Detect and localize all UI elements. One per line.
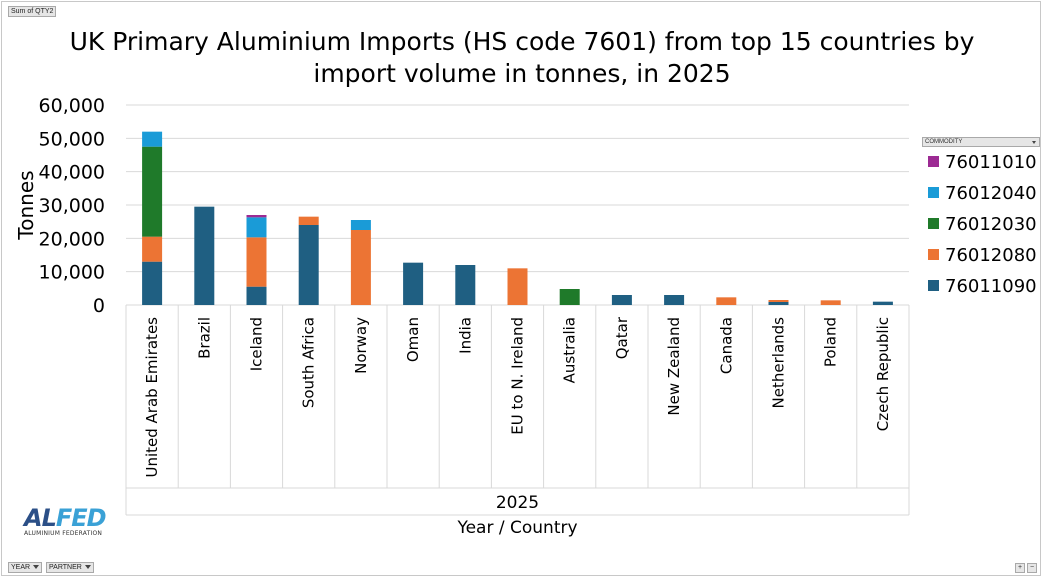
legend-label: 76011010: [945, 152, 1037, 173]
x-tick-label: United Arab Emirates: [143, 317, 161, 478]
logo-subtitle: ALUMINIUM FEDERATION: [24, 530, 103, 537]
legend-item-76011090: 76011090: [928, 276, 1037, 298]
y-axis-label: Tonnes: [14, 170, 38, 240]
bar-76011090: [246, 286, 267, 305]
bar-76011090: [872, 301, 893, 305]
alfed-logo: ALFED ALUMINIUM FEDERATION: [24, 504, 107, 538]
legend-item-76012030: 76012030: [928, 214, 1037, 236]
bar-76011090: [664, 295, 685, 305]
legend-label: 76012030: [945, 214, 1037, 235]
x-tick-label: New Zealand: [665, 317, 683, 416]
bar-76011090: [611, 295, 632, 305]
bar-76012040: [350, 220, 371, 230]
legend-swatch: [928, 218, 939, 229]
legend-item-76012080: 76012080: [928, 245, 1037, 267]
bar-76012080: [820, 300, 841, 305]
x-group-label: 2025: [496, 493, 539, 513]
x-tick-label: South Africa: [300, 317, 318, 408]
x-tick-label: Poland: [822, 317, 840, 367]
y-tick-label: 30,000: [39, 195, 105, 217]
x-tick-label: Brazil: [195, 317, 213, 359]
zoom-out-icon[interactable]: −: [1027, 563, 1037, 573]
bar-76011090: [194, 206, 215, 305]
zoom-in-icon[interactable]: +: [1015, 563, 1025, 573]
y-tick-label: 0: [93, 295, 105, 317]
legend-label: 76012080: [945, 245, 1037, 266]
bar-76012080: [768, 300, 789, 302]
bar-76012080: [298, 216, 319, 225]
x-tick-label: Iceland: [248, 317, 266, 371]
x-tick-label: Qatar: [613, 316, 631, 359]
legend-swatch: [928, 249, 939, 260]
legend-label: 76011090: [945, 276, 1037, 297]
legend-swatch: [928, 156, 939, 167]
chart-title: UK Primary Aluminium Imports (HS code 76…: [0, 26, 1044, 90]
y-tick-label: 20,000: [39, 228, 105, 250]
bar-76012080: [142, 236, 163, 262]
bar-76011090: [455, 265, 476, 305]
x-tick-label: EU to N. Ireland: [509, 317, 527, 435]
x-tick-label: Canada: [717, 317, 735, 374]
legend-label: 76012040: [945, 183, 1037, 204]
x-tick-label: Oman: [404, 317, 422, 362]
legend-field-label: COMMODITY: [925, 139, 963, 145]
bar-76012080: [350, 230, 371, 305]
logo-wordmark: ALFED: [24, 504, 107, 532]
x-tick-label: Czech Republic: [874, 317, 892, 431]
x-tick-label: India: [456, 317, 474, 354]
bar-76012040: [246, 217, 267, 238]
bar-76012040: [142, 131, 163, 147]
chart-title-line-1: UK Primary Aluminium Imports (HS code 76…: [69, 27, 975, 56]
bar-76011090: [142, 261, 163, 305]
bar-76011090: [403, 262, 424, 305]
y-tick-label: 40,000: [39, 162, 105, 184]
filter-icon: [84, 565, 91, 570]
bar-76012080: [246, 237, 267, 287]
bar-76011090: [298, 225, 319, 305]
y-tick-label: 60,000: [39, 95, 105, 117]
x-tick-label: Norway: [352, 317, 370, 374]
legend-swatch: [928, 280, 939, 291]
bar-76012080: [716, 297, 737, 305]
year-filter-button[interactable]: YEAR: [8, 562, 43, 573]
bar-76011090: [768, 302, 789, 305]
x-axis-label: Year / Country: [456, 518, 577, 538]
x-tick-label: Australia: [561, 317, 579, 383]
bar-76012080: [507, 268, 528, 305]
y-tick-label: 50,000: [39, 128, 105, 150]
bar-76012030: [142, 146, 163, 237]
bar-76011010: [246, 215, 267, 218]
filter-icon: [33, 565, 40, 570]
legend-field-button[interactable]: COMMODITY: [922, 137, 1040, 147]
legend-item-76012040: 76012040: [928, 183, 1037, 205]
bar-76012030: [559, 289, 580, 305]
value-field-button[interactable]: Sum of QTY2: [8, 6, 57, 17]
chevron-down-icon: [1032, 141, 1036, 144]
x-tick-label: Netherlands: [770, 317, 788, 409]
y-tick-label: 10,000: [39, 262, 105, 284]
chart-title-line-2: import volume in tonnes, in 2025: [313, 59, 731, 88]
legend-item-76011010: 76011010: [928, 152, 1037, 174]
legend-swatch: [928, 187, 939, 198]
partner-filter-button[interactable]: PARTNER: [46, 562, 94, 573]
